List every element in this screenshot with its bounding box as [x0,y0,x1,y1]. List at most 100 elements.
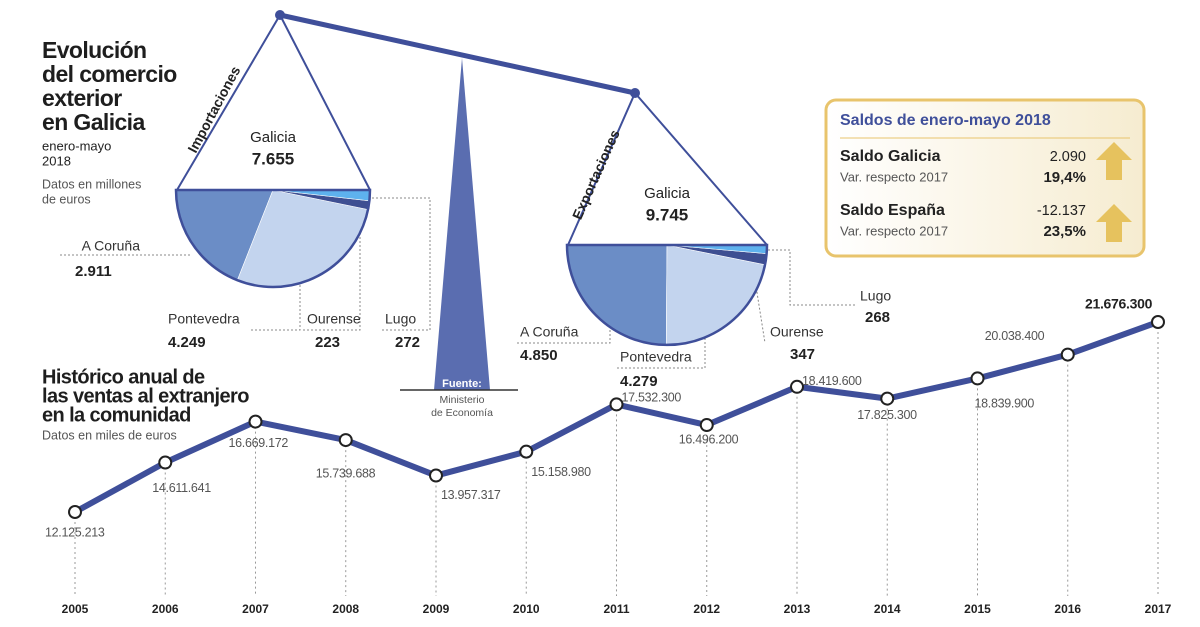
leader [768,249,855,306]
title: exterior [42,85,122,111]
point [699,418,714,433]
point [248,414,263,429]
value-label: 14.611.641 [152,481,211,495]
slice-name: Pontevedra [620,349,692,365]
point [338,433,353,448]
x-tick-label: 2012 [693,602,720,616]
point [1151,315,1165,329]
slice-value: 272 [395,334,420,351]
scale-string [176,12,371,191]
value-label: 18.419.600 [802,374,862,388]
slice-value: 2.911 [75,263,112,280]
point [429,468,443,483]
title: del comercio [42,61,177,87]
x-tick-label: 2009 [423,602,450,616]
line-subtitle: Datos en miles de euros [42,428,177,442]
leader [372,197,431,331]
slice-value: 223 [315,334,340,351]
value-label: 17.532.300 [622,391,682,405]
scale-stand [434,58,490,390]
pie-title: Exportaciones [569,127,623,222]
x-tick-label: 2006 [152,602,179,616]
slice-value: 268 [865,309,890,326]
x-tick-label: 2016 [1054,602,1081,616]
value-label: 15.739.688 [316,466,376,480]
row-name: Saldo Galicia [840,148,941,165]
value-label: 20.038.400 [985,329,1045,343]
x-tick-label: 2017 [1145,602,1172,616]
value-label: 17.825.300 [857,408,917,422]
point [970,371,985,386]
scale-beam [279,12,636,96]
x-tick-label: 2007 [242,602,269,616]
line [73,319,1160,515]
point [68,505,82,519]
slice-name: A Coruña [82,238,141,254]
value-label: 18.839.900 [975,397,1035,411]
pie-center-label: Galicia [250,129,297,146]
value-label: 16.496.200 [679,432,739,446]
value-label: 16.669.172 [229,436,289,450]
pie-center-label: Galicia [644,185,691,202]
title: Evolución [42,37,147,63]
period: 2018 [42,153,71,168]
box-title: Saldos de enero-mayo 2018 [840,112,1051,129]
up-arrow [1096,142,1132,180]
x-tick-label: 2015 [964,602,991,616]
units: Datos en millones [42,177,141,191]
source: Ministerio [440,394,485,406]
slice-name: Ourense [307,311,361,327]
row-name: Saldo España [840,202,945,219]
line-title: Histórico anual de [42,366,205,388]
up-arrow [1096,204,1132,242]
value-label: 12.125.213 [45,525,105,539]
value-label: 13.957.317 [441,488,501,502]
leader [250,285,301,331]
pie-total: 9.745 [646,205,689,224]
slice-name: Ourense [770,324,824,340]
point [519,444,534,459]
row-value: -12.137 [1037,203,1086,219]
leader [615,330,706,369]
row-change: 23,5% [1043,223,1086,240]
row-change-label: Var. respecto 2017 [840,169,948,184]
slice-value: 347 [790,346,815,363]
balance-box [824,98,1146,258]
point [609,397,624,412]
row-change: 19,4% [1043,169,1086,186]
x-tick-label: 2005 [62,602,89,616]
line-title: en la comunidad [42,404,191,426]
pie-total: 7.655 [252,149,295,168]
x-tick-label: 2011 [603,602,629,616]
row-value: 2.090 [1050,149,1086,165]
leader [515,310,611,344]
slice-value: 4.249 [168,334,206,351]
slice-name: Lugo [860,288,891,304]
x-tick-label: 2008 [332,602,359,616]
point [880,391,895,406]
title: en Galicia [42,109,145,135]
pie-outline [174,188,372,289]
leader [754,279,766,344]
slice-value: 4.279 [620,373,658,390]
point [1060,347,1075,362]
units: de euros [42,192,91,206]
value-label: 21.676.300 [1085,296,1153,312]
source: de Economía [431,407,493,419]
period: enero-mayo [42,138,111,153]
x-tick-label: 2010 [513,602,540,616]
row-change-label: Var. respecto 2017 [840,223,948,238]
slice-name: Lugo [385,311,416,327]
pie-outline [565,243,769,347]
value-label: 15.158.980 [531,465,591,479]
slice-name: A Coruña [520,324,579,340]
leader [303,205,361,331]
source-label: Fuente: [442,378,482,390]
point [158,455,173,470]
x-tick-label: 2014 [874,602,901,616]
point [790,379,804,394]
scale-string [567,91,768,246]
